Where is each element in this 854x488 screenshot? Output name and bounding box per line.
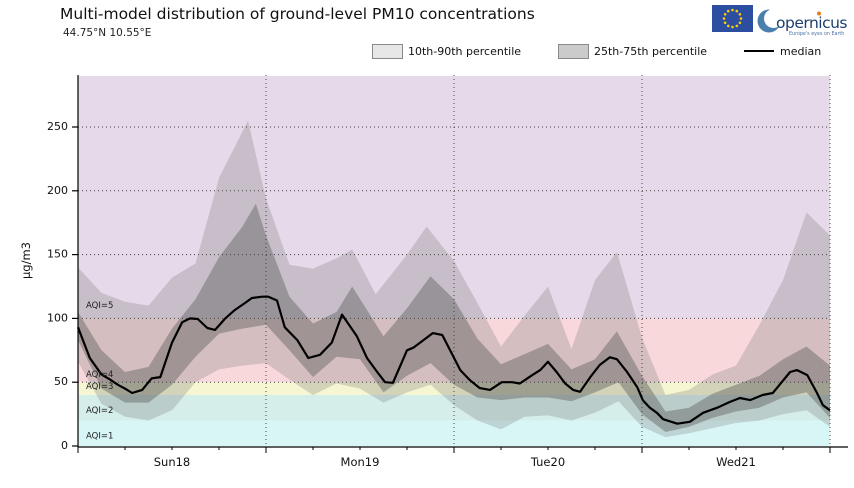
eu-star-icon bbox=[731, 25, 734, 29]
copernicus-logo: opernicus Europe's eyes on Earth bbox=[757, 9, 848, 37]
eu-star-icon bbox=[726, 9, 730, 13]
y-tick-label-0: 0 bbox=[61, 439, 68, 452]
eu-star-icon bbox=[727, 24, 730, 28]
aqi-label-5: AQI=5 bbox=[86, 301, 113, 311]
aqi-band-1 bbox=[78, 420, 830, 446]
legend-item-median: median bbox=[744, 42, 821, 60]
legend-item-p10-90: 10th-90th percentile bbox=[372, 42, 521, 60]
legend-label-p25-75: 25th-75th percentile bbox=[594, 44, 708, 58]
eu-star-icon bbox=[723, 21, 727, 25]
aqi-label-4: AQI=4 bbox=[86, 370, 113, 380]
eu-star-icon bbox=[722, 17, 726, 20]
y-tick-label-150: 150 bbox=[47, 248, 68, 261]
y-tick-label-50: 50 bbox=[54, 375, 68, 388]
eu-star-icon bbox=[731, 8, 734, 12]
eu-flag-icon bbox=[712, 5, 753, 32]
median-line-icon bbox=[744, 50, 774, 52]
eu-star-icon bbox=[735, 24, 739, 28]
legend-label-p10-90: 10th-90th percentile bbox=[408, 44, 522, 58]
x-label-sun18: Sun18 bbox=[154, 455, 191, 469]
x-label-wed21: Wed21 bbox=[716, 455, 756, 469]
eu-star-icon bbox=[723, 13, 727, 16]
legend-label-median: median bbox=[780, 44, 822, 58]
legend-item-p25-75: 25th-75th percentile bbox=[558, 42, 707, 60]
chart-coordinates: 44.75°N 10.55°E bbox=[63, 27, 152, 39]
median-line bbox=[76, 295, 831, 425]
y-tick-label-250: 250 bbox=[47, 120, 68, 133]
eu-star-icon bbox=[738, 21, 742, 25]
aqi-label-3: AQI=3 bbox=[86, 382, 113, 392]
y-tick-label-200: 200 bbox=[47, 184, 68, 197]
band-25th-75th-percentile bbox=[78, 203, 830, 432]
x-label-tue20: Tue20 bbox=[530, 455, 565, 469]
copernicus-tagline: Europe's eyes on Earth bbox=[789, 31, 844, 37]
aqi-band-5 bbox=[78, 75, 830, 319]
y-tick-label-100: 100 bbox=[47, 311, 68, 324]
p10-90-swatch-icon bbox=[372, 43, 403, 59]
eu-star-icon bbox=[735, 9, 739, 13]
p25-75-swatch-icon bbox=[558, 43, 589, 59]
eu-star-icon bbox=[738, 13, 742, 16]
aqi-label-2: AQI=2 bbox=[86, 406, 113, 416]
chart-title: Multi-model distribution of ground-level… bbox=[60, 5, 535, 23]
copernicus-wordmark: opernicus bbox=[776, 14, 847, 32]
y-axis-title: µg/m3 bbox=[19, 242, 33, 279]
x-label-mon19: Mon19 bbox=[341, 455, 380, 469]
eu-star-icon bbox=[739, 17, 743, 20]
aqi-label-1: AQI=1 bbox=[86, 431, 113, 441]
